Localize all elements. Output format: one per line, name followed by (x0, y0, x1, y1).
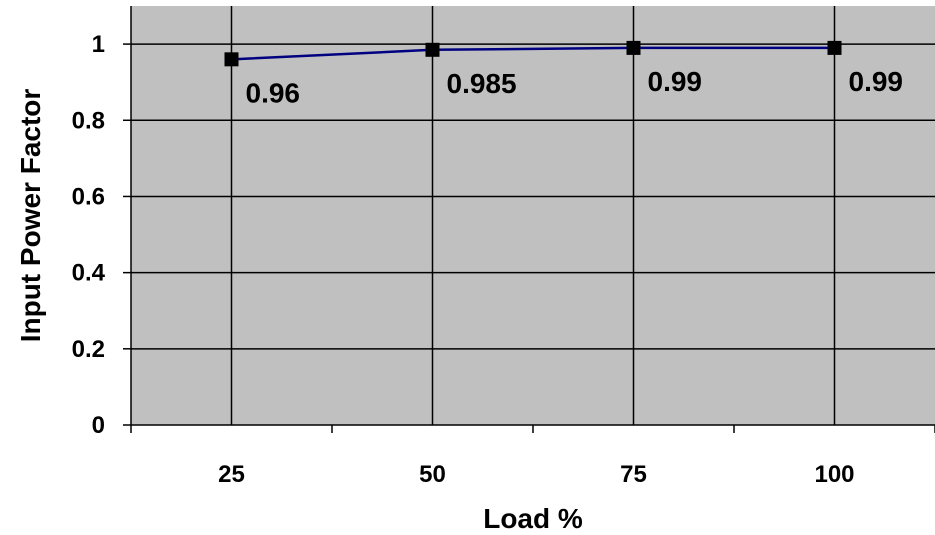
axes (123, 6, 935, 433)
data-markers (224, 40, 842, 67)
plot-area (131, 6, 935, 425)
data-label: 0.96 (246, 77, 301, 108)
y-tick-label: 1 (92, 31, 105, 58)
x-tick-label: 75 (620, 461, 647, 488)
y-tick-label: 0.2 (72, 336, 105, 363)
y-tick-label: 0.8 (72, 107, 105, 134)
data-point-marker (425, 42, 440, 57)
x-axis-title: Load % (483, 503, 583, 534)
x-tick-label: 100 (814, 461, 854, 488)
y-tick-labels: 0 0.2 0.4 0.6 0.8 1 (72, 31, 106, 439)
y-tick-label: 0 (92, 412, 105, 439)
data-label: 0.985 (447, 68, 517, 99)
x-tick-labels: 25 50 75 100 (218, 461, 854, 488)
data-label: 0.99 (849, 66, 904, 97)
y-axis-title: Input Power Factor (15, 89, 46, 343)
data-labels: 0.96 0.985 0.99 0.99 (246, 66, 904, 108)
data-point-marker (827, 40, 842, 55)
gridlines (131, 6, 935, 425)
x-tick-label: 25 (218, 461, 245, 488)
y-tick-label: 0.6 (72, 183, 105, 210)
data-point-marker (626, 40, 641, 55)
series-line (231, 46, 835, 61)
data-label: 0.99 (648, 66, 703, 97)
x-tick-label: 50 (419, 461, 446, 488)
data-point-marker (224, 52, 239, 67)
y-tick-label: 0.4 (72, 260, 106, 287)
